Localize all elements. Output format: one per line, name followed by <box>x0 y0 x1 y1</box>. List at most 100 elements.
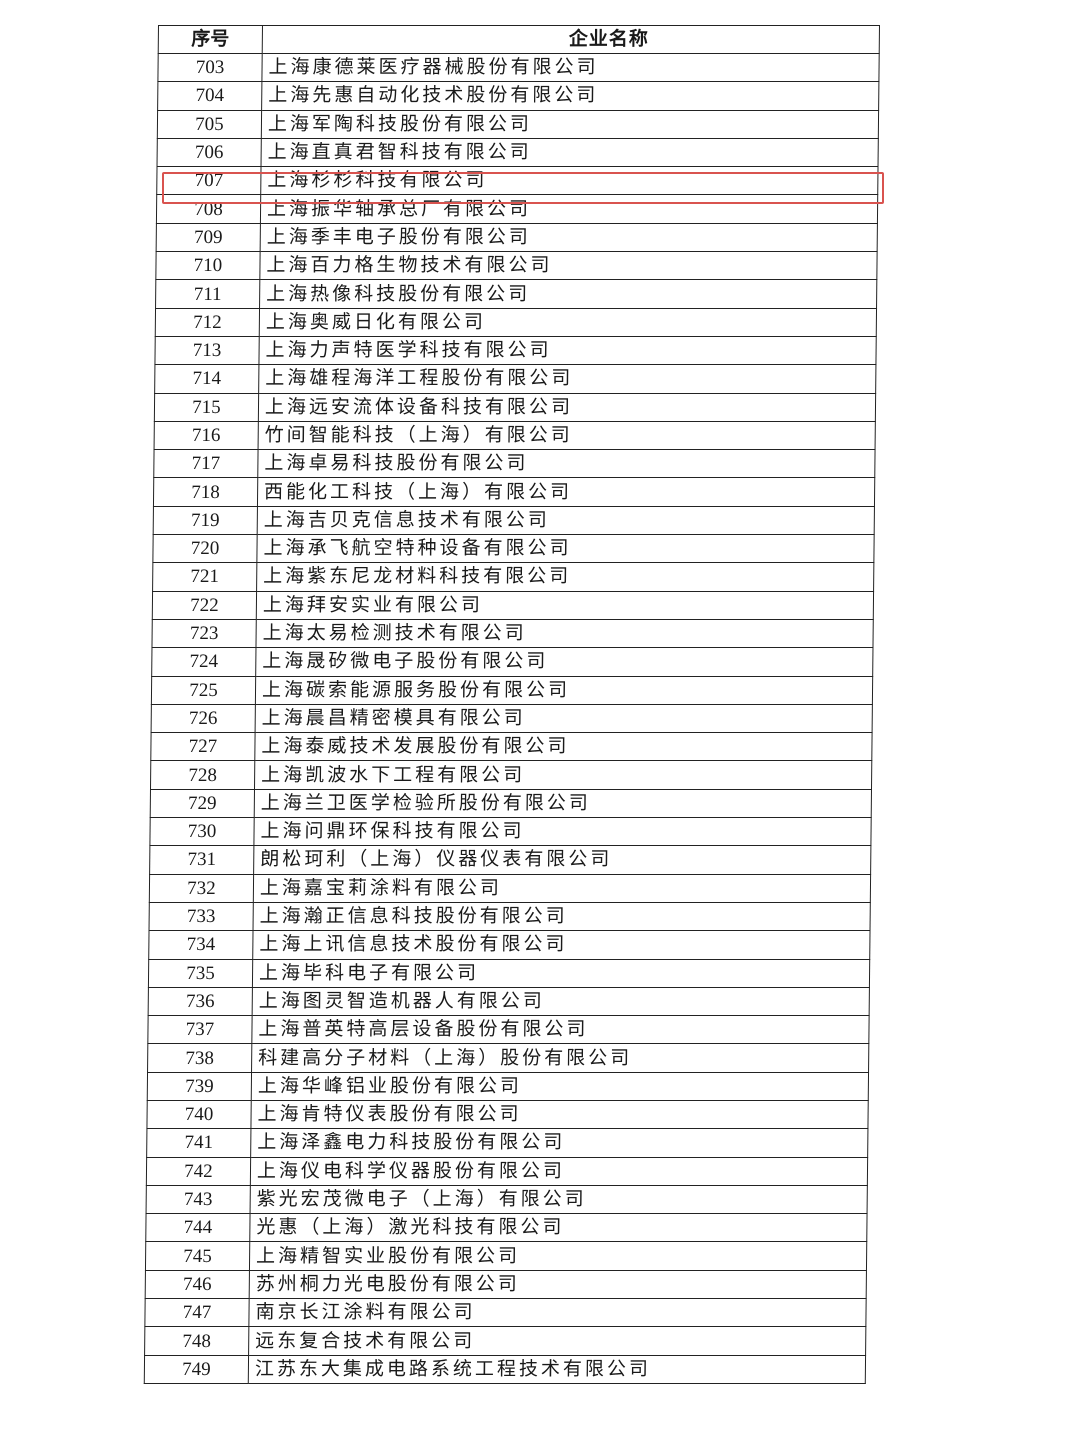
table-row: 741 上海泽鑫电力科技股份有限公司 <box>146 1128 868 1158</box>
row-index: 704 <box>157 81 262 111</box>
company-name: 上海毕科电子有限公司 <box>252 959 870 988</box>
table-body: 703 上海康德莱医疗器械股份有限公司 704 上海先惠自动化技术股份有限公司 705 上… <box>144 53 880 1384</box>
table-row: 731 朗松珂利（上海）仪器仪表有限公司 <box>149 845 871 875</box>
row-index: 728 <box>150 760 255 790</box>
table-row: 738 科建高分子材料（上海）股份有限公司 <box>147 1043 869 1073</box>
table-row: 730 上海问鼎环保科技有限公司 <box>149 817 872 846</box>
table-row: 716 竹间智能科技（上海）有限公司 <box>154 421 876 450</box>
table-row: 740 上海肯特仪表股份有限公司 <box>146 1100 869 1129</box>
company-name: 上海承飞航空特种设备有限公司 <box>256 534 875 563</box>
table-row: 728 上海凯波水下工程有限公司 <box>150 760 872 790</box>
table-row: 707 上海杉杉科技有限公司 <box>156 166 879 195</box>
row-index: 745 <box>145 1241 250 1271</box>
header-company-name: 企业名称 <box>262 25 880 54</box>
company-name: 上海瀚正信息科技股份有限公司 <box>253 902 871 931</box>
table-row: 717 上海卓易科技股份有限公司 <box>153 449 876 478</box>
row-index: 721 <box>152 562 257 592</box>
company-name: 上海远安流体设备科技有限公司 <box>258 393 876 422</box>
company-name: 上海军陶科技股份有限公司 <box>261 110 879 139</box>
row-index: 712 <box>155 308 260 337</box>
row-index: 725 <box>151 676 256 705</box>
company-name: 西能化工科技（上海）有限公司 <box>257 477 875 507</box>
table-row: 742 上海仪电科学仪器股份有限公司 <box>146 1157 868 1186</box>
company-name: 苏州桐力光电股份有限公司 <box>249 1270 867 1299</box>
company-name: 上海普英特高层设备股份有限公司 <box>251 1015 870 1044</box>
company-name: 上海问鼎环保科技有限公司 <box>253 817 872 846</box>
company-name: 上海拜安实业有限公司 <box>256 591 874 620</box>
row-index: 705 <box>157 110 262 139</box>
row-index: 730 <box>149 817 255 846</box>
table-row: 736 上海图灵智造机器人有限公司 <box>148 987 870 1016</box>
row-index: 716 <box>154 421 259 450</box>
company-name: 上海上讯信息技术股份有限公司 <box>252 930 871 959</box>
row-index: 739 <box>147 1072 252 1101</box>
company-name: 上海杉杉科技有限公司 <box>260 166 879 195</box>
row-index: 708 <box>156 194 261 224</box>
row-index: 744 <box>145 1213 251 1242</box>
row-index: 734 <box>148 930 254 959</box>
company-name: 上海振华轴承总厂有限公司 <box>260 194 878 224</box>
company-name: 上海兰卫医学检验所股份有限公司 <box>254 789 872 818</box>
table-row: 723 上海太易检测技术有限公司 <box>151 619 874 648</box>
row-index: 731 <box>149 845 254 875</box>
table-row: 739 上海华峰铝业股份有限公司 <box>147 1072 869 1101</box>
company-name: 上海精智实业股份有限公司 <box>249 1241 867 1271</box>
table-row: 746 苏州桐力光电股份有限公司 <box>145 1270 867 1299</box>
company-name: 远东复合技术有限公司 <box>248 1326 866 1356</box>
table-row: 745 上海精智实业股份有限公司 <box>145 1241 867 1271</box>
table-row: 712 上海奥威日化有限公司 <box>155 308 877 337</box>
table-row: 732 上海嘉宝莉涂料有限公司 <box>149 874 871 903</box>
company-name: 上海先惠自动化技术股份有限公司 <box>261 81 879 111</box>
company-name: 上海吉贝克信息技术有限公司 <box>257 506 875 535</box>
company-name: 上海康德莱医疗器械股份有限公司 <box>261 53 880 82</box>
table-row: 748 远东复合技术有限公司 <box>144 1326 866 1356</box>
company-name: 上海华峰铝业股份有限公司 <box>251 1072 869 1101</box>
table-row: 710 上海百力格生物技术有限公司 <box>155 251 878 280</box>
company-name: 上海力声特医学科技有限公司 <box>258 336 877 365</box>
row-index: 736 <box>148 987 253 1016</box>
company-name: 上海雄程海洋工程股份有限公司 <box>258 364 876 394</box>
company-name: 上海晟矽微电子股份有限公司 <box>255 647 873 677</box>
row-index: 748 <box>144 1326 249 1356</box>
company-name: 光惠（上海）激光科技有限公司 <box>249 1213 868 1242</box>
company-name: 上海晨昌精密模具有限公司 <box>255 704 873 733</box>
table-row: 729 上海兰卫医学检验所股份有限公司 <box>150 789 872 818</box>
row-index: 709 <box>156 223 261 252</box>
company-name: 上海奥威日化有限公司 <box>259 308 877 337</box>
row-index: 740 <box>146 1100 252 1129</box>
table-row: 747 南京长江涂料有限公司 <box>144 1298 867 1327</box>
table-row: 743 紫光宏茂微电子（上海）有限公司 <box>146 1185 868 1214</box>
table-row: 725 上海碳索能源服务股份有限公司 <box>151 676 873 705</box>
company-name: 上海热像科技股份有限公司 <box>259 279 877 309</box>
company-name: 上海碳索能源服务股份有限公司 <box>255 676 873 705</box>
row-index: 711 <box>155 279 260 309</box>
table-row: 733 上海瀚正信息科技股份有限公司 <box>149 902 871 931</box>
company-name: 朗松珂利（上海）仪器仪表有限公司 <box>253 845 871 875</box>
table-row: 749 江苏东大集成电路系统工程技术有限公司 <box>144 1355 866 1384</box>
table-row: 727 上海泰威技术发展股份有限公司 <box>150 732 873 761</box>
company-name: 上海凯波水下工程有限公司 <box>254 760 872 790</box>
row-index: 723 <box>151 619 257 648</box>
table-row: 722 上海拜安实业有限公司 <box>152 591 874 620</box>
table-row: 715 上海远安流体设备科技有限公司 <box>154 393 876 422</box>
row-index: 746 <box>145 1270 250 1299</box>
row-index: 718 <box>153 477 258 507</box>
company-name: 上海季丰电子股份有限公司 <box>260 223 878 252</box>
row-index: 703 <box>157 53 263 82</box>
table-row: 737 上海普英特高层设备股份有限公司 <box>147 1015 870 1044</box>
table-row: 704 上海先惠自动化技术股份有限公司 <box>157 81 879 111</box>
row-index: 717 <box>153 449 259 478</box>
table-row: 711 上海热像科技股份有限公司 <box>155 279 877 309</box>
company-name: 上海卓易科技股份有限公司 <box>257 449 876 478</box>
table-row: 713 上海力声特医学科技有限公司 <box>154 336 877 365</box>
company-name: 上海仪电科学仪器股份有限公司 <box>250 1157 868 1186</box>
company-name: 科建高分子材料（上海）股份有限公司 <box>251 1043 869 1073</box>
company-name: 上海紫东尼龙材料科技有限公司 <box>256 562 874 592</box>
row-index: 738 <box>147 1043 252 1073</box>
table-row: 703 上海康德莱医疗器械股份有限公司 <box>157 53 880 82</box>
company-name: 上海肯特仪表股份有限公司 <box>250 1100 869 1129</box>
company-name: 上海泽鑫电力科技股份有限公司 <box>250 1128 868 1158</box>
row-index: 732 <box>149 874 254 903</box>
row-index: 742 <box>146 1157 251 1186</box>
company-name: 上海百力格生物技术有限公司 <box>259 251 878 280</box>
